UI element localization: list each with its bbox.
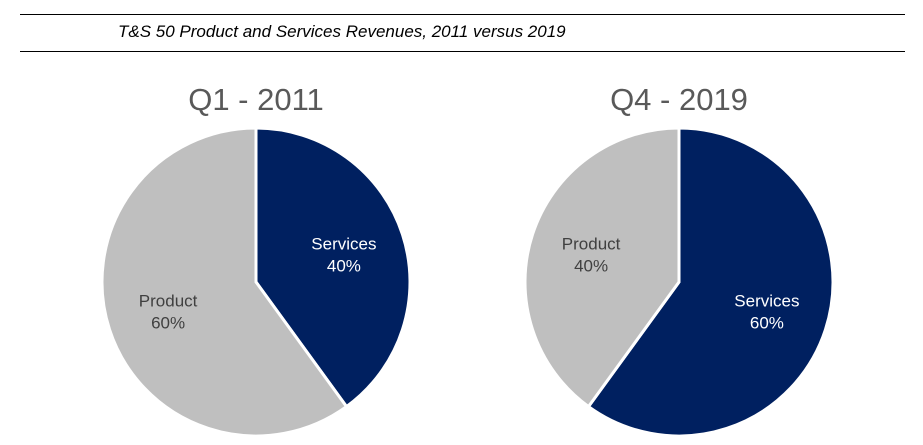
header-bottom-rule — [20, 51, 905, 52]
pie-slice-services-q4-2019 — [586, 126, 835, 438]
pie-slice-product-q1-2011 — [100, 126, 349, 438]
slice-value-services-q1-2011: 40% — [327, 256, 361, 275]
pie-title-q4-2019: Q4 - 2019 — [610, 82, 748, 117]
pie-slices-q1-2011 — [100, 126, 412, 438]
pie-title-q1-2011: Q1 - 2011 — [188, 82, 324, 117]
slice-value-product-q1-2011: 60% — [151, 314, 185, 333]
pie-slices-q4-2019 — [523, 126, 835, 438]
slice-value-services-q4-2019: 60% — [750, 314, 784, 333]
pie-labels-q1-2011: Services 40% Product 60% — [139, 234, 377, 332]
slice-label-services-q4-2019: Services — [734, 292, 799, 311]
pie-chart-q1-2011: Q1 - 2011 Services 40% Product 60% — [100, 82, 412, 438]
pie-labels-q4-2019: Services 60% Product 40% — [562, 234, 800, 332]
figure-title: T&S 50 Product and Services Revenues, 20… — [118, 22, 566, 41]
header-top-rule — [20, 14, 905, 15]
slice-label-product-q4-2019: Product — [562, 234, 621, 253]
slice-label-services-q1-2011: Services — [311, 234, 376, 253]
pie-slice-product-q4-2019 — [523, 126, 681, 409]
slice-label-product-q1-2011: Product — [139, 292, 198, 311]
pie-slice-services-q1-2011 — [254, 126, 412, 409]
pie-chart-q4-2019: Q4 - 2019 Services 60% Product 40% — [523, 82, 835, 438]
slice-value-product-q4-2019: 40% — [574, 256, 608, 275]
